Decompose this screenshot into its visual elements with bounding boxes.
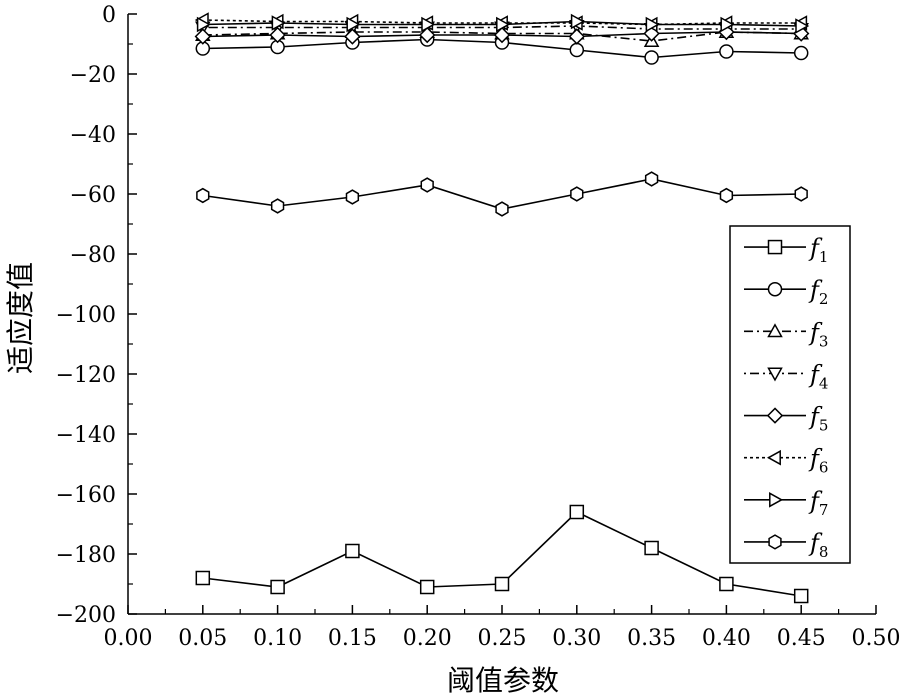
legend-entry: f8 xyxy=(744,529,828,561)
data-point xyxy=(719,576,734,592)
data-point xyxy=(271,15,286,31)
data-point xyxy=(346,16,361,33)
data-point xyxy=(421,16,436,33)
data-point xyxy=(570,186,584,202)
data-point xyxy=(644,171,659,187)
x-tick-label: 0.15 xyxy=(328,626,377,651)
legend-marker xyxy=(767,323,783,338)
data-point xyxy=(795,18,810,34)
axes: 0.00 0.05 0.10 0.15 0.20 0.25 0.30 0.35 0.40 0.45… xyxy=(56,3,901,651)
data-point xyxy=(569,504,585,520)
data-point xyxy=(719,44,734,59)
data-point xyxy=(644,540,659,556)
x-tick-label: 0.40 xyxy=(702,626,751,651)
data-point xyxy=(194,28,212,45)
x-axis-title: 阈值参数 xyxy=(447,664,559,697)
data-point xyxy=(196,187,210,204)
series-f1 xyxy=(195,504,809,604)
legend-marker xyxy=(767,281,783,297)
data-point xyxy=(345,543,360,559)
data-point xyxy=(794,186,808,202)
x-tick-label: 0.30 xyxy=(552,626,601,651)
data-point xyxy=(270,198,285,214)
data-point xyxy=(420,177,434,193)
y-axis-title: 适应度值 xyxy=(4,262,37,374)
y-tick-label: −120 xyxy=(56,363,116,388)
data-point xyxy=(344,28,361,45)
x-tick-label: 0.10 xyxy=(253,626,302,651)
data-point xyxy=(196,16,211,33)
x-tick-label: 0.50 xyxy=(852,626,901,651)
legend-marker xyxy=(766,407,784,424)
x-tick-label: 0.25 xyxy=(478,626,527,651)
x-tick-label: 0.35 xyxy=(627,626,676,651)
data-point xyxy=(418,26,436,44)
data-point xyxy=(568,28,586,45)
data-point xyxy=(493,26,511,44)
data-point xyxy=(719,187,734,204)
series-line xyxy=(202,19,802,26)
data-point xyxy=(720,16,735,33)
legend-marker xyxy=(769,492,784,508)
x-tick-label: 0.05 xyxy=(178,626,227,651)
data-point xyxy=(269,26,286,44)
legend-marker xyxy=(766,449,781,466)
y-tick-label: −100 xyxy=(56,303,116,328)
series-f7 xyxy=(196,13,810,34)
x-tick-label: 0.00 xyxy=(104,626,153,651)
data-point xyxy=(270,579,285,595)
y-tick-label: −140 xyxy=(56,423,116,448)
y-tick-label: −40 xyxy=(70,123,116,148)
legend-marker xyxy=(767,367,783,382)
data-point xyxy=(495,201,509,217)
y-tick-label: −60 xyxy=(70,183,116,208)
y-tick-label: −80 xyxy=(70,243,116,268)
y-tick-label: −180 xyxy=(56,543,116,568)
x-tick-label: 0.45 xyxy=(777,626,826,651)
data-point xyxy=(644,50,659,65)
legend-marker xyxy=(768,534,782,550)
legend-marker xyxy=(767,239,783,255)
data-point xyxy=(793,45,809,61)
data-point xyxy=(496,16,511,33)
legend-box xyxy=(729,225,851,564)
y-tick-label: −160 xyxy=(56,483,116,508)
data-point xyxy=(570,13,585,30)
data-point xyxy=(345,189,360,205)
data-point xyxy=(793,588,809,604)
y-tick-label: −20 xyxy=(70,63,116,88)
series-f8 xyxy=(196,171,808,217)
y-tick-label: 0 xyxy=(102,3,116,28)
x-tick-label: 0.20 xyxy=(403,626,452,651)
data-point xyxy=(419,579,435,595)
plot-area xyxy=(194,12,810,604)
y-tick-label: −200 xyxy=(56,603,116,628)
data-point xyxy=(645,16,660,33)
data-point xyxy=(569,42,585,58)
data-point xyxy=(494,576,510,592)
data-point xyxy=(195,570,211,586)
